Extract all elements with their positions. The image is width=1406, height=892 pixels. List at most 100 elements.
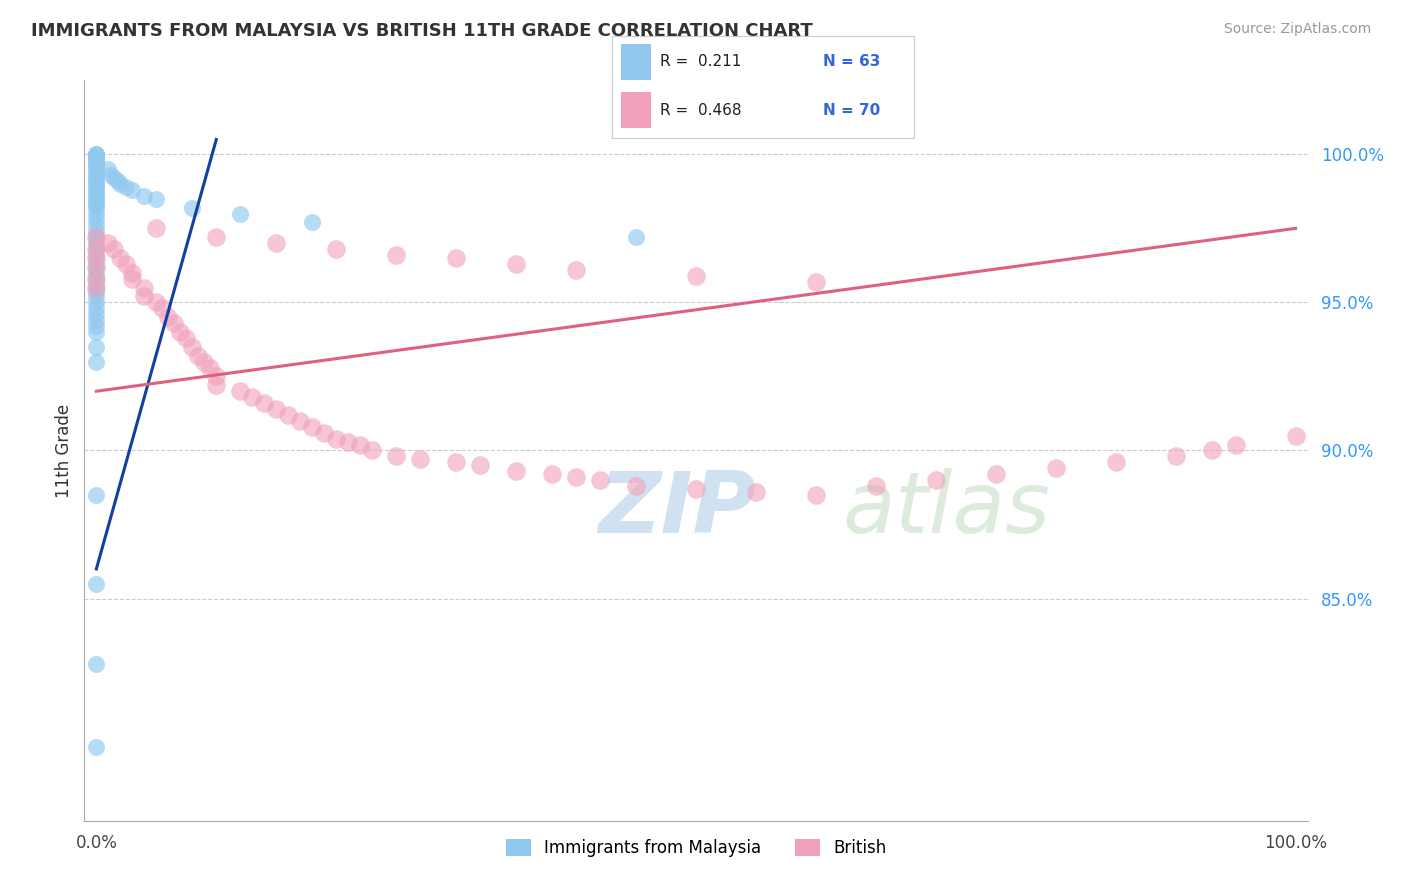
Point (86, 192, 108, 206)
Point (565, 470, 588, 484)
Point (115, 180, 138, 194)
Point (325, 242, 347, 256)
Point (86, 180, 108, 194)
Point (86, 242, 108, 256)
Point (240, 390, 263, 404)
Point (103, 242, 125, 256)
Point (193, 354, 215, 368)
Point (205, 230, 228, 244)
Text: N = 63: N = 63 (824, 54, 880, 70)
Point (86, 354, 108, 368)
Point (86, 295, 108, 310)
Bar (620, 44, 651, 79)
Point (86, 183, 108, 197)
Point (444, 455, 467, 469)
Point (745, 484, 768, 499)
Point (86, 657, 108, 671)
Point (409, 452, 432, 467)
Point (121, 271, 143, 285)
Point (229, 206, 252, 220)
Point (163, 316, 186, 330)
Point (925, 473, 948, 487)
Point (624, 479, 647, 493)
Point (86, 280, 108, 294)
Point (145, 192, 167, 206)
Point (86, 159, 108, 173)
Point (86, 153, 108, 168)
Point (150, 301, 173, 316)
Point (290, 414, 312, 428)
Point (86, 168, 108, 182)
Text: ZIP: ZIP (598, 468, 756, 551)
Point (86, 156, 108, 170)
Point (804, 275, 827, 289)
Point (134, 289, 156, 303)
Point (86, 301, 108, 316)
Point (541, 467, 564, 482)
Point (86, 248, 108, 262)
Point (187, 349, 209, 363)
Point (86, 224, 108, 238)
Point (565, 262, 588, 277)
Point (86, 266, 108, 280)
Point (468, 458, 491, 473)
Point (361, 443, 384, 458)
Point (86, 201, 108, 215)
Point (86, 325, 108, 339)
Point (349, 437, 371, 451)
Point (685, 482, 707, 496)
Point (86, 254, 108, 268)
Point (200, 360, 222, 375)
Point (804, 488, 827, 502)
Text: R =  0.211: R = 0.211 (659, 54, 741, 70)
Point (97, 236, 120, 251)
Y-axis label: 11th Grade: 11th Grade (55, 403, 73, 498)
Point (86, 156, 108, 170)
Point (169, 325, 191, 339)
Point (685, 268, 707, 283)
Point (100, 168, 122, 182)
Point (505, 464, 527, 478)
Point (1284, 428, 1306, 442)
Point (444, 251, 467, 265)
Legend: Immigrants from Malaysia, British: Immigrants from Malaysia, British (499, 832, 893, 864)
Point (121, 266, 143, 280)
Point (86, 284, 108, 298)
Point (301, 419, 323, 434)
Point (589, 473, 612, 487)
Point (264, 402, 287, 417)
Point (301, 215, 323, 229)
Point (205, 378, 228, 392)
Point (86, 242, 108, 256)
Point (174, 331, 197, 345)
Point (86, 230, 108, 244)
Point (86, 162, 108, 177)
Point (103, 171, 125, 186)
Point (385, 450, 408, 464)
Point (86, 177, 108, 191)
Point (1225, 437, 1247, 451)
Point (115, 257, 138, 271)
Point (337, 434, 360, 449)
Point (145, 221, 167, 235)
Point (86, 289, 108, 303)
Point (984, 467, 1007, 482)
Point (86, 165, 108, 179)
Point (86, 171, 108, 186)
Point (86, 260, 108, 274)
Point (314, 425, 336, 440)
Point (205, 369, 228, 384)
Point (86, 230, 108, 244)
Point (277, 408, 299, 422)
Point (145, 295, 167, 310)
Point (86, 319, 108, 334)
Point (86, 153, 108, 168)
Point (86, 188, 108, 202)
Point (1164, 450, 1187, 464)
Point (385, 248, 408, 262)
Point (1105, 455, 1128, 469)
Point (229, 384, 252, 399)
Point (86, 271, 108, 285)
Point (865, 479, 887, 493)
Text: N = 70: N = 70 (824, 103, 880, 118)
